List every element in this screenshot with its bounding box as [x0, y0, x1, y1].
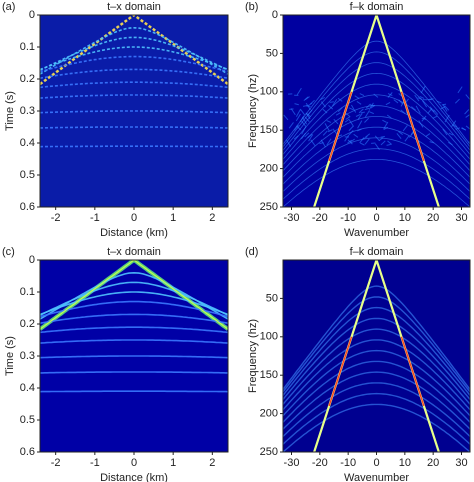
y-tick-label: 100 — [260, 86, 278, 98]
y-tick-label: 0.5 — [20, 169, 35, 181]
y-tick-label: 0.4 — [20, 382, 35, 394]
x-tick-label: 0 — [131, 457, 137, 469]
x-tick-label: 10 — [399, 457, 411, 469]
panel: -30 -20 -10 0 10 20 30 50 100 150 200 250 (d) f–k dom… — [245, 246, 470, 482]
y-axis-label: Time (s) — [4, 91, 16, 131]
image — [283, 260, 470, 452]
x-tick-label: 20 — [427, 457, 439, 469]
y-tick-label: 150 — [260, 124, 278, 136]
y-tick-label: 0.3 — [20, 105, 35, 117]
y-tick-label: 0 — [272, 9, 278, 21]
image — [40, 260, 228, 452]
x-tick-label: 1 — [170, 212, 176, 224]
x-tick-label: -1 — [90, 212, 100, 224]
x-tick-label: 30 — [455, 212, 467, 224]
panel: -2 -1 0 1 2 0 0.1 0.2 0.3 0.4 0.5 0.6 (a) t–x domain D… — [2, 1, 228, 239]
panel-label: (b) — [245, 1, 258, 13]
y-tick-label: 0.1 — [20, 286, 35, 298]
y-tick-label: 0.6 — [20, 201, 35, 213]
x-tick-label: 20 — [427, 212, 439, 224]
y-tick-label: 0.6 — [20, 446, 35, 458]
x-tick-label: 0 — [373, 457, 379, 469]
y-tick-label: 0.2 — [20, 318, 35, 330]
x-tick-label: 2 — [209, 212, 215, 224]
x-tick-label: -30 — [284, 212, 300, 224]
x-axis-label: Wavenumber — [344, 472, 409, 482]
panel-title: f–k domain — [350, 246, 404, 258]
event — [40, 372, 228, 373]
panel-title: t–x domain — [107, 1, 161, 13]
panel: -2 -1 0 1 2 0 0.1 0.2 0.3 0.4 0.5 0.6 (c) t–x domain D… — [2, 246, 228, 482]
y-tick-label: 0 — [29, 254, 35, 266]
y-tick-label: 0.2 — [20, 73, 35, 85]
x-tick-label: -2 — [51, 212, 61, 224]
y-axis-label: Frequency (hz) — [247, 319, 259, 393]
x-tick-label: 1 — [170, 457, 176, 469]
image-background — [40, 15, 228, 207]
y-tick-label: 100 — [260, 331, 278, 343]
y-tick-label: 250 — [260, 446, 278, 458]
x-tick-label: 30 — [455, 457, 467, 469]
y-tick-label: 0 — [29, 9, 35, 21]
x-tick-label: -10 — [340, 457, 356, 469]
y-tick-label: 0.1 — [20, 41, 35, 53]
y-tick-label: 200 — [260, 163, 278, 175]
panel: -30 -20 -10 0 10 20 30 0 50 100 150 200 250 (b) f–k do… — [245, 1, 473, 239]
x-tick-label: 0 — [373, 212, 379, 224]
panel-title: f–k domain — [350, 1, 404, 13]
panel-label: (d) — [245, 246, 258, 258]
x-tick-label: -20 — [312, 212, 328, 224]
x-axis-label: Distance (km) — [100, 227, 168, 239]
panel-title: t–x domain — [107, 246, 161, 258]
figure: -2 -1 0 1 200.10.20.30.40.50.6(a) t–x domainD… — [0, 0, 474, 482]
y-tick-label: 150 — [260, 369, 278, 381]
y-tick-label: 0.3 — [20, 350, 35, 362]
y-tick-label: 50 — [266, 47, 278, 59]
y-tick-label: 0.4 — [20, 137, 35, 149]
image — [40, 15, 228, 207]
x-tick-label: -20 — [312, 457, 328, 469]
x-tick-label: 2 — [209, 457, 215, 469]
event — [40, 391, 228, 392]
image — [283, 15, 473, 207]
x-tick-label: -1 — [90, 457, 100, 469]
y-tick-label: 200 — [260, 408, 278, 420]
y-axis-label: Time (s) — [4, 336, 16, 376]
y-tick-label: 50 — [266, 292, 278, 304]
y-tick-label: 250 — [260, 201, 278, 213]
panel-label: (c) — [2, 246, 15, 258]
y-tick-label: 0.5 — [20, 414, 35, 426]
noise — [330, 102, 334, 103]
x-tick-label: -30 — [284, 457, 300, 469]
x-tick-label: 0 — [131, 212, 137, 224]
x-tick-label: -2 — [51, 457, 61, 469]
x-axis-label: Wavenumber — [344, 227, 409, 239]
x-tick-label: 10 — [399, 212, 411, 224]
y-axis-label: Frequency (hz) — [247, 74, 259, 148]
x-axis-label: Distance (km) — [100, 472, 168, 482]
x-tick-label: -10 — [340, 212, 356, 224]
panel-label: (a) — [2, 1, 15, 13]
